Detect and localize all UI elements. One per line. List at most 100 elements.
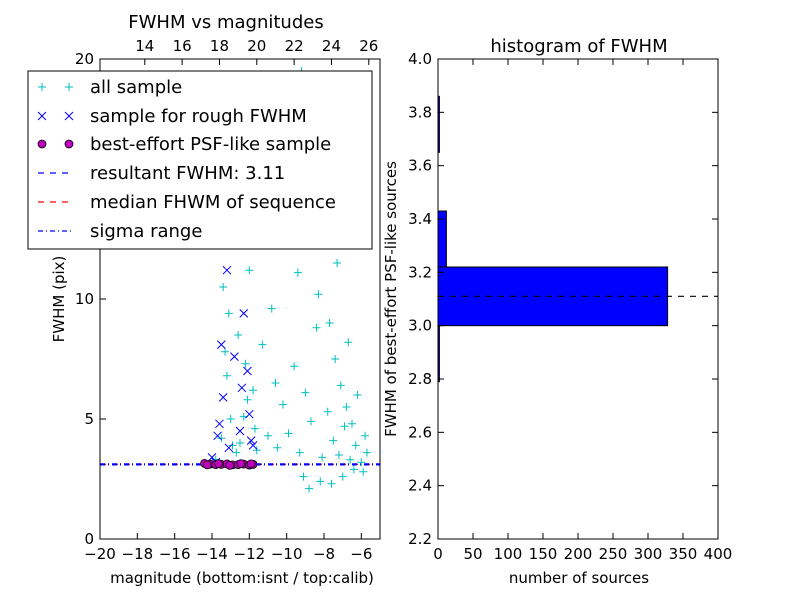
left-top-tick-label: 26	[359, 37, 378, 55]
right-x-tick-label: 200	[564, 545, 593, 563]
all-sample-point	[338, 472, 347, 481]
left-top-tick-label: 18	[210, 37, 229, 55]
left-y-tick-label: 10	[75, 290, 94, 308]
left-top-tick-label: 20	[247, 37, 266, 55]
psf-sample-point	[246, 459, 256, 469]
right-x-tick-label: 400	[704, 545, 733, 563]
all-sample-point	[232, 448, 241, 457]
rough-sample-point	[235, 426, 245, 436]
legend-label-rough: sample for rough FWHM	[90, 106, 307, 127]
left-x-tick-label: −10	[271, 545, 303, 563]
all-sample-point	[318, 453, 327, 462]
all-sample-point	[314, 290, 323, 299]
legend-entry-resultant: resultant FWHM: 3.11	[38, 163, 285, 184]
legend: all sample sample for rough FWHM best-ef…	[27, 70, 373, 250]
right-y-tick-label: 3.8	[408, 103, 432, 121]
all-sample-point	[301, 388, 310, 397]
all-sample-point	[323, 407, 332, 416]
rough-sample-point	[222, 265, 232, 275]
all-sample-point	[250, 424, 259, 433]
all-sample-point	[264, 431, 272, 440]
rough-sample-point	[218, 393, 228, 402]
psf-sample-point	[236, 459, 246, 469]
all-sample-point	[290, 362, 299, 371]
left-chart-title: FWHM vs magnitudes	[128, 12, 323, 33]
rough-sample-point	[230, 352, 239, 361]
all-sample-point	[342, 403, 351, 411]
right-histogram-panel: 0 50 100 150 200 250 300 350 400 2.2 2.4 2.6 2.8 3.0 3…	[382, 36, 732, 587]
left-x-tick-label: −18	[122, 545, 154, 563]
all-sample-point	[331, 355, 340, 363]
all-sample-point	[249, 386, 258, 395]
all-sample-point	[344, 338, 353, 347]
all-sample-point	[349, 465, 358, 474]
all-sample-point	[329, 436, 338, 445]
all-sample-point	[221, 347, 230, 356]
rough-sample-point	[213, 431, 222, 441]
rough-sample-point	[244, 409, 254, 419]
legend-label-sigma: sigma range	[90, 221, 202, 242]
all-sample-point	[299, 472, 308, 481]
all-sample-point	[273, 443, 282, 452]
right-y-axis-label: FWHM of best-effort PSF-like sources	[382, 161, 400, 437]
all-sample-point	[243, 395, 252, 404]
right-chart-title: histogram of FWHM	[490, 36, 667, 57]
left-top-tick-label: 16	[173, 37, 192, 55]
rough-sample-point	[224, 443, 234, 453]
right-x-tick-label: 300	[634, 545, 663, 563]
all-sample-point	[224, 309, 233, 318]
all-sample-point	[305, 484, 314, 493]
all-sample-point	[241, 359, 250, 368]
legend-entry-all-sample: all sample	[38, 77, 182, 98]
all-sample-point	[359, 467, 368, 476]
left-top-tick-label: 24	[322, 37, 341, 55]
rough-sample-point	[246, 436, 256, 445]
right-plot-marks	[437, 95, 718, 383]
all-sample-point	[325, 319, 334, 327]
right-y-tick-label: 4.0	[408, 50, 432, 68]
right-y-tick-label: 2.6	[408, 423, 432, 441]
legend-label-median: median FHWM of sequence	[90, 192, 336, 213]
all-sample-point	[222, 371, 231, 380]
left-axis-ticks: −20 −18 −16 −14 −12 −10 −8 −6 14 16 18 20 22 24 26 0 5 10…	[75, 37, 378, 563]
circle-marker-icon	[37, 139, 74, 149]
right-x-axis-label: number of sources	[509, 569, 649, 587]
right-y-tick-label: 2.4	[408, 477, 432, 495]
left-x-tick-label: −12	[234, 545, 266, 563]
right-x-tick-label: 350	[669, 545, 698, 563]
left-y-axis-label: FWHM (pix)	[50, 256, 68, 343]
all-sample-point	[357, 458, 366, 467]
all-sample-point	[348, 419, 356, 428]
all-sample-point	[228, 441, 237, 450]
right-x-tick-label: 50	[463, 545, 482, 563]
right-x-tick-label: 100	[494, 545, 523, 563]
left-x-tick-label: −6	[350, 545, 372, 563]
left-y-tick-label: 0	[84, 530, 94, 548]
right-x-tick-label: 0	[433, 545, 443, 563]
legend-entry-sigma: sigma range	[38, 221, 202, 242]
all-sample-point	[271, 379, 280, 387]
legend-label-resultant: resultant FWHM: 3.11	[90, 163, 285, 184]
all-sample-point	[316, 477, 325, 486]
right-y-tick-label: 2.8	[408, 370, 432, 388]
rough-sample-point	[237, 383, 247, 393]
psf-sample-point	[225, 460, 235, 470]
all-sample-point	[353, 391, 362, 399]
all-sample-point	[306, 417, 315, 426]
right-y-tick-label: 3.6	[408, 157, 432, 175]
left-top-tick-label: 14	[135, 37, 154, 55]
all-sample-point	[312, 323, 321, 332]
all-sample-point	[334, 451, 343, 459]
right-y-tick-label: 2.2	[408, 530, 432, 548]
all-sample-point	[351, 441, 360, 450]
legend-entry-psf: best-effort PSF-like sample	[37, 134, 331, 155]
psf-sample-point	[202, 460, 212, 470]
rough-sample-point	[239, 309, 249, 318]
legend-label-psf: best-effort PSF-like sample	[90, 134, 331, 155]
x-marker-icon	[37, 111, 74, 121]
all-sample-point	[293, 268, 302, 277]
legend-label-all-sample: all sample	[90, 77, 182, 98]
right-axis-ticks: 0 50 100 150 200 250 300 350 400 2.2 2.4 2.6 2.8 3.0 3…	[408, 50, 732, 563]
psf-sample-point	[214, 459, 223, 469]
